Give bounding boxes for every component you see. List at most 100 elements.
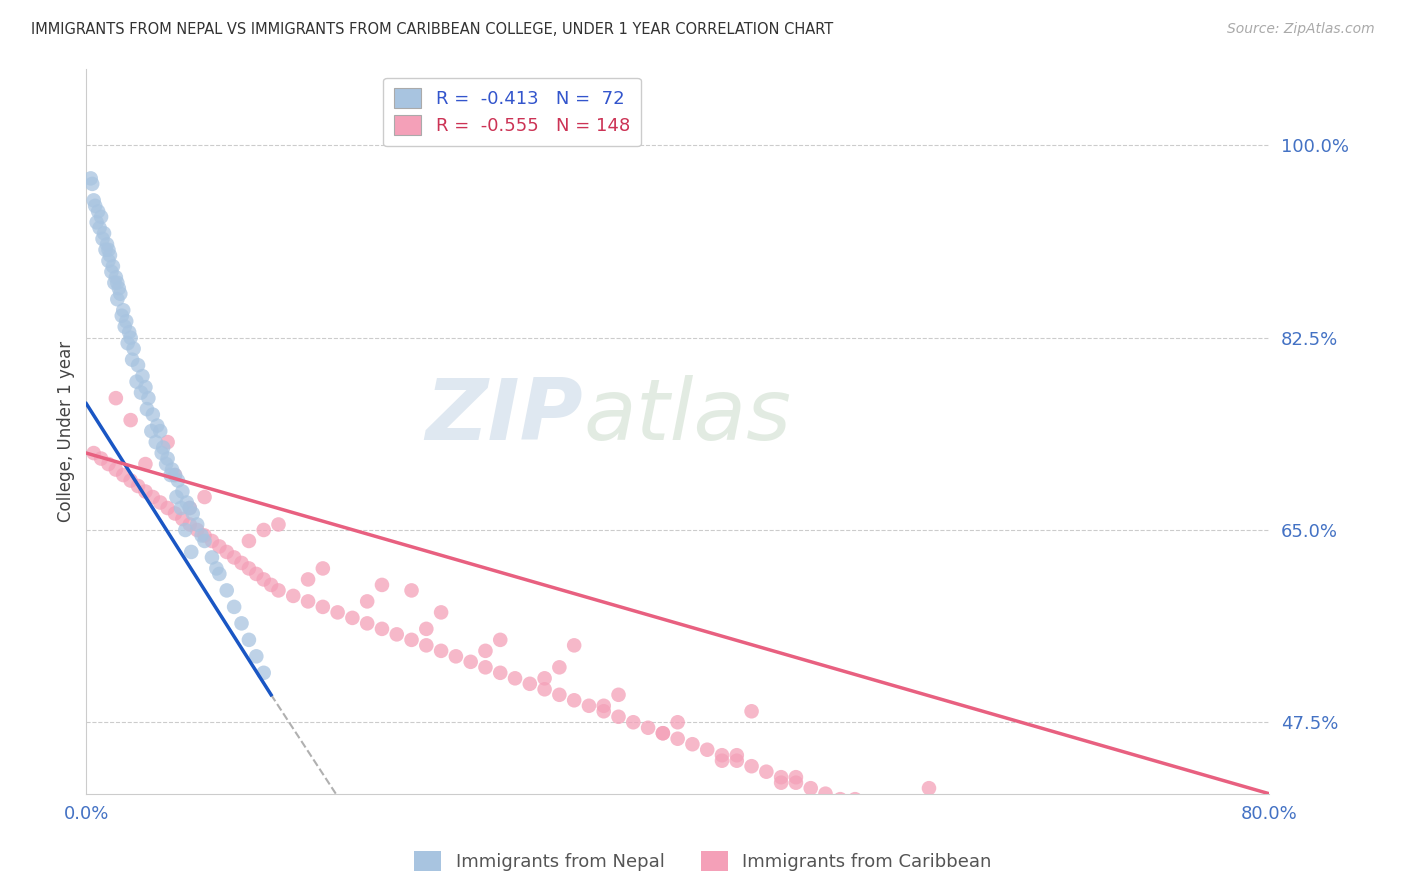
Point xyxy=(977,847,1000,862)
Point xyxy=(156,501,179,516)
Point xyxy=(94,243,117,257)
Point xyxy=(741,704,763,718)
Point xyxy=(245,566,267,581)
Point xyxy=(238,632,260,647)
Point xyxy=(592,698,614,713)
Point xyxy=(120,474,142,488)
Point xyxy=(415,638,437,652)
Point xyxy=(90,451,112,466)
Point xyxy=(1050,874,1073,888)
Point xyxy=(193,528,215,542)
Point xyxy=(725,754,748,768)
Point xyxy=(231,616,253,631)
Point xyxy=(260,578,283,592)
Point xyxy=(115,314,138,328)
Point xyxy=(201,533,224,548)
Point xyxy=(651,726,673,740)
Point xyxy=(245,649,267,664)
Point xyxy=(770,770,793,784)
Point xyxy=(118,325,141,339)
Point xyxy=(131,369,153,384)
Point xyxy=(1080,886,1102,892)
Point xyxy=(725,748,748,763)
Point xyxy=(215,545,238,559)
Point xyxy=(121,352,143,367)
Point xyxy=(108,281,131,295)
Point xyxy=(97,253,120,268)
Point xyxy=(889,814,911,829)
Point xyxy=(1095,891,1118,892)
Point xyxy=(814,787,837,801)
Point xyxy=(800,781,823,796)
Point xyxy=(578,698,600,713)
Point xyxy=(96,237,118,252)
Point xyxy=(100,265,122,279)
Point xyxy=(91,232,114,246)
Point xyxy=(356,616,378,631)
Point xyxy=(637,721,659,735)
Point xyxy=(104,462,127,476)
Point xyxy=(134,380,156,394)
Point xyxy=(180,545,202,559)
Legend: Immigrants from Nepal, Immigrants from Caribbean: Immigrants from Nepal, Immigrants from C… xyxy=(408,844,998,879)
Point xyxy=(127,358,149,372)
Point xyxy=(231,556,253,570)
Point xyxy=(167,474,190,488)
Point xyxy=(962,841,984,855)
Point xyxy=(142,490,165,504)
Point xyxy=(903,820,925,834)
Point xyxy=(385,627,408,641)
Point xyxy=(224,599,246,614)
Point xyxy=(474,660,496,674)
Point xyxy=(562,693,585,707)
Point xyxy=(205,561,228,575)
Point xyxy=(326,606,349,620)
Point xyxy=(117,336,139,351)
Point xyxy=(430,606,453,620)
Point xyxy=(134,457,156,471)
Point xyxy=(163,507,186,521)
Legend: R =  -0.413   N =  72, R =  -0.555   N = 148: R = -0.413 N = 72, R = -0.555 N = 148 xyxy=(384,78,641,146)
Point xyxy=(830,797,852,812)
Point xyxy=(127,479,149,493)
Point xyxy=(460,655,482,669)
Point xyxy=(105,276,128,290)
Point xyxy=(135,402,157,417)
Point xyxy=(1036,869,1059,883)
Point xyxy=(82,177,104,191)
Point xyxy=(283,589,305,603)
Point xyxy=(112,468,135,483)
Point xyxy=(312,599,335,614)
Point xyxy=(181,507,204,521)
Point xyxy=(533,682,555,697)
Point xyxy=(201,550,224,565)
Point xyxy=(179,501,201,516)
Point xyxy=(103,276,125,290)
Point xyxy=(101,260,124,274)
Point xyxy=(112,303,135,318)
Point xyxy=(120,331,142,345)
Point xyxy=(592,704,614,718)
Point xyxy=(156,435,179,450)
Point xyxy=(785,775,807,789)
Point xyxy=(401,632,423,647)
Point xyxy=(83,194,105,208)
Point xyxy=(87,204,110,219)
Point xyxy=(141,424,163,438)
Point xyxy=(889,820,911,834)
Point xyxy=(1007,858,1029,872)
Point xyxy=(356,594,378,608)
Point xyxy=(215,583,238,598)
Point xyxy=(741,759,763,773)
Point xyxy=(186,517,208,532)
Point xyxy=(98,248,121,262)
Point xyxy=(149,495,172,509)
Point xyxy=(371,578,394,592)
Point xyxy=(170,501,193,516)
Point xyxy=(770,775,793,789)
Point xyxy=(1080,886,1102,892)
Point xyxy=(932,830,955,845)
Point xyxy=(859,803,882,817)
Point xyxy=(1007,858,1029,872)
Point xyxy=(1066,880,1088,892)
